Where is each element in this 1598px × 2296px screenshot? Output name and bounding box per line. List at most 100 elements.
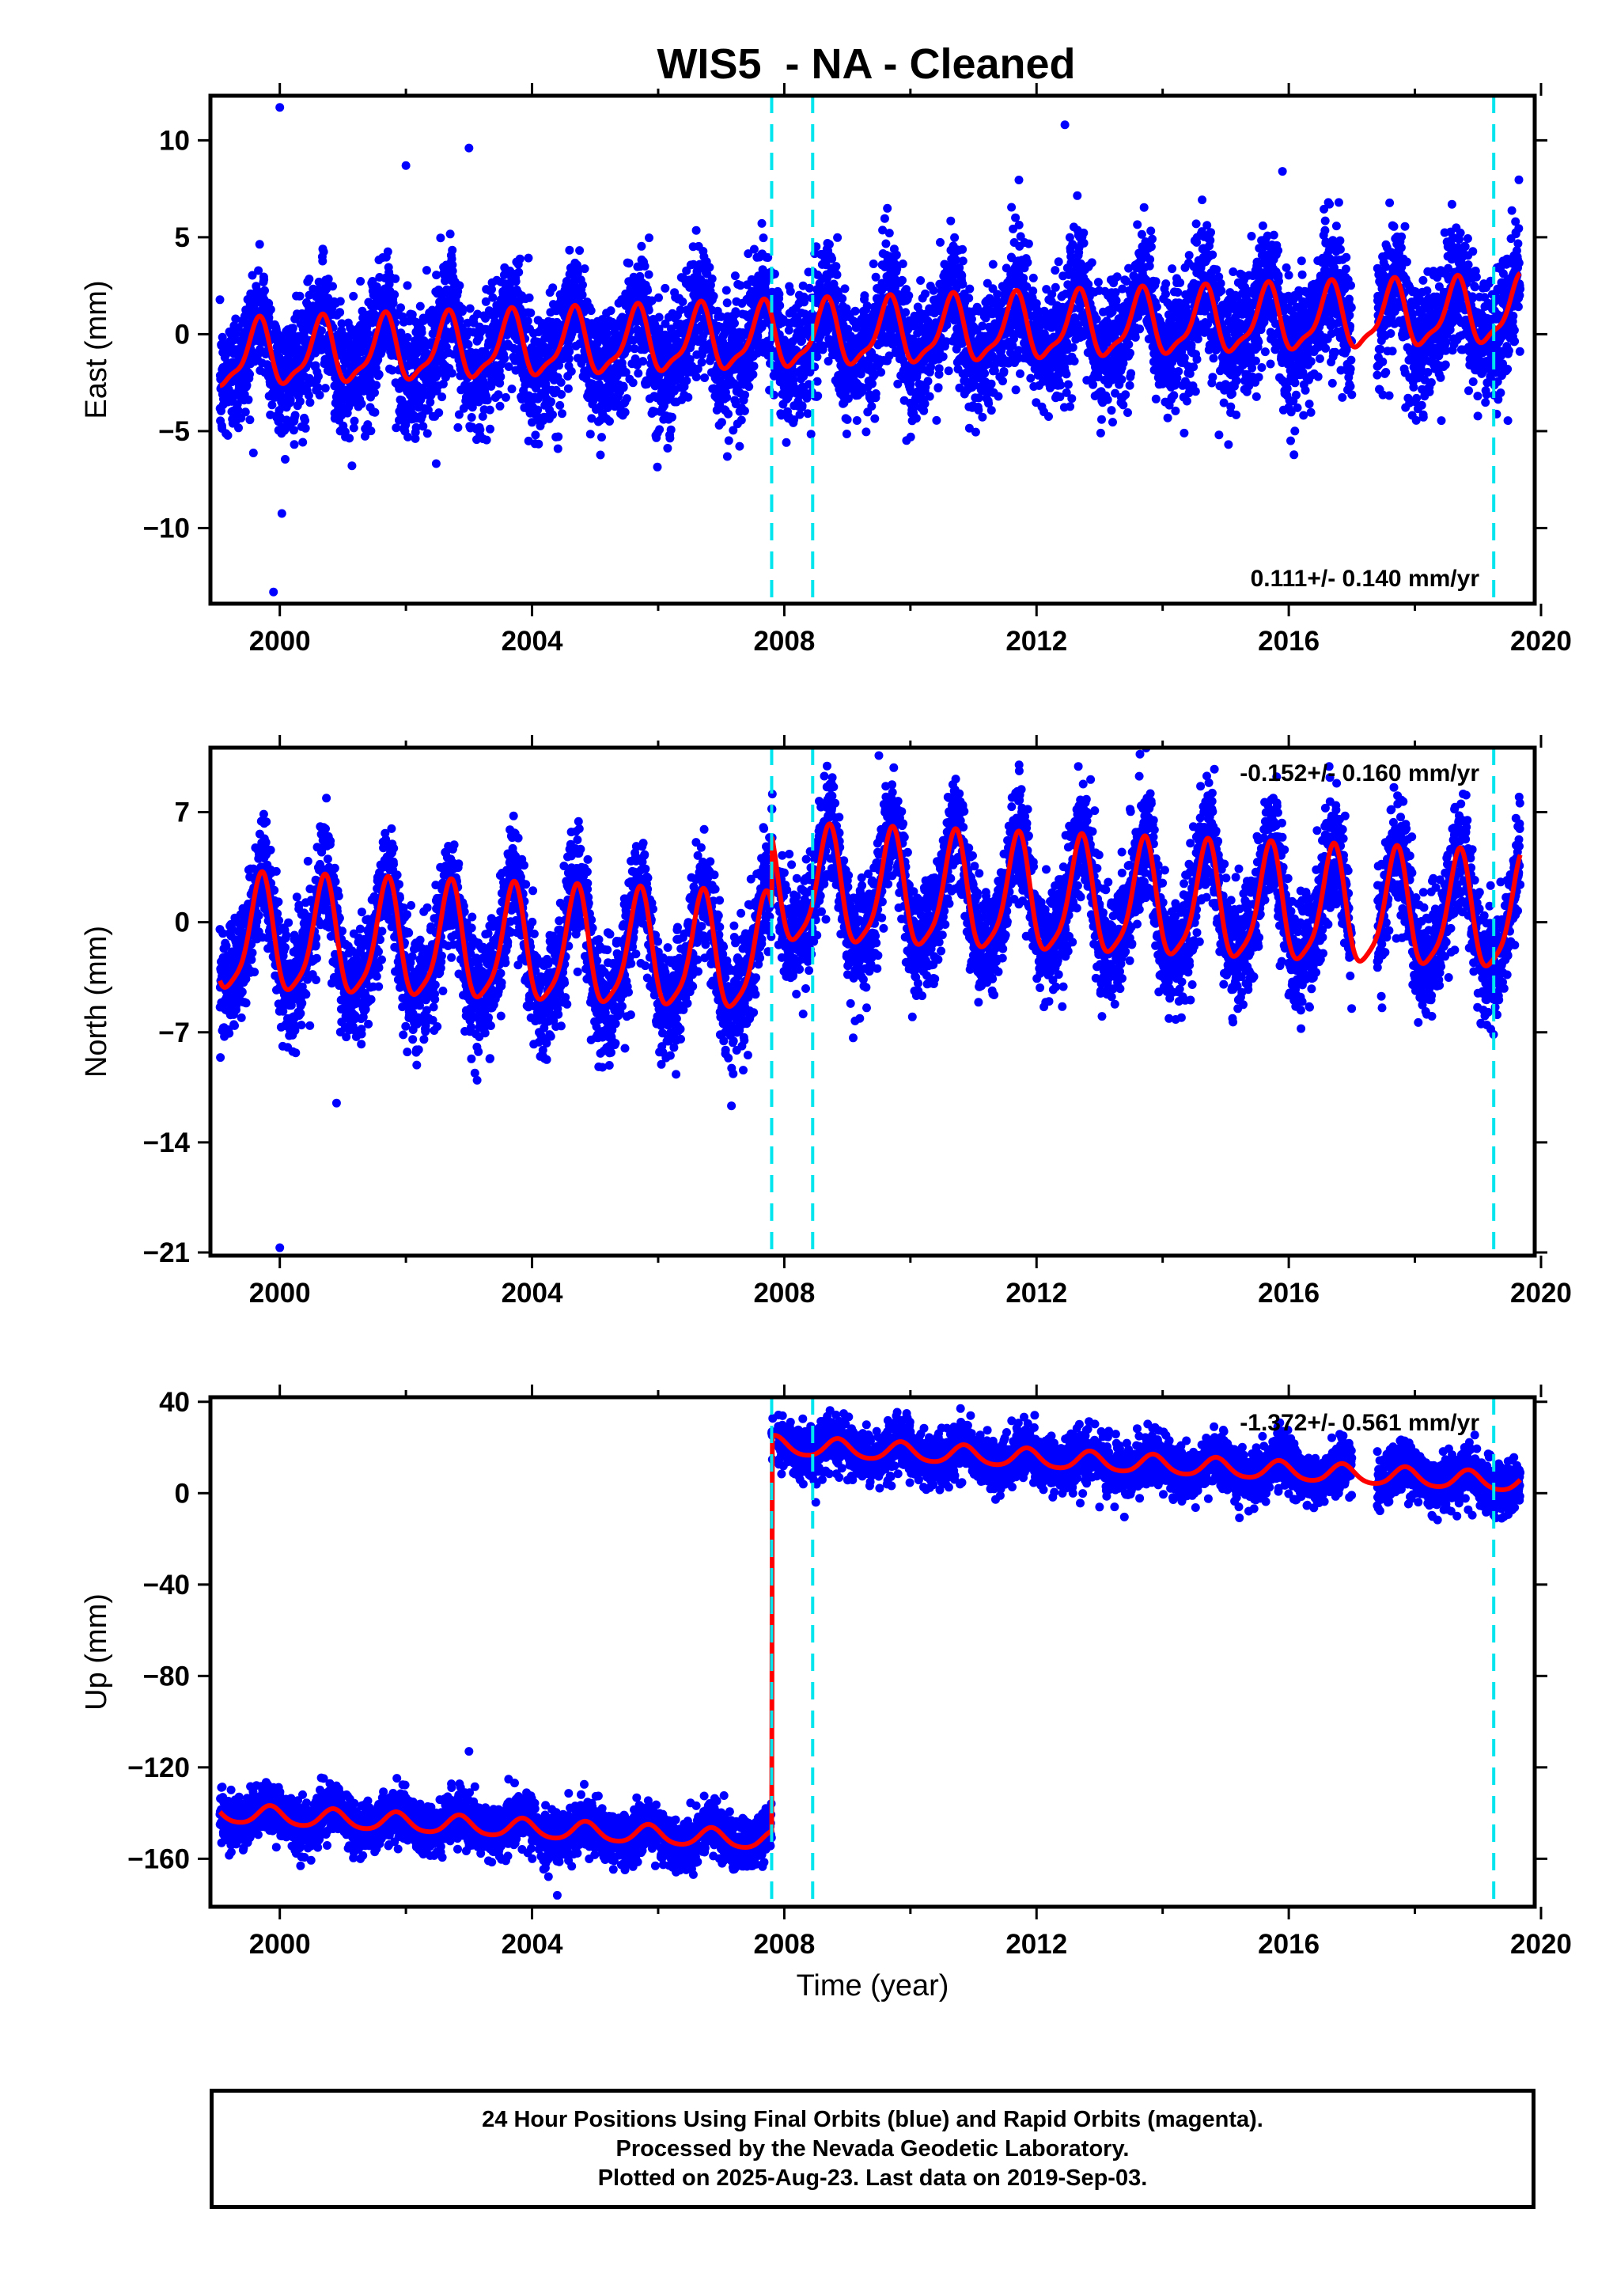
east-point: [691, 373, 701, 381]
east-point: [666, 425, 676, 434]
east-point: [548, 410, 557, 419]
east-point: [724, 436, 733, 445]
east-point: [833, 233, 843, 242]
east-point: [454, 410, 464, 419]
east-point: [721, 286, 731, 295]
east-point: [305, 290, 314, 300]
east-point: [438, 379, 448, 388]
east-point: [1026, 373, 1036, 383]
east-point: [629, 335, 638, 345]
east-point: [824, 240, 834, 249]
east-point: [805, 283, 814, 293]
east-point: [260, 286, 269, 295]
east-point: [1056, 381, 1066, 390]
east-point: [403, 281, 412, 290]
east-point: [603, 329, 612, 339]
east-point: [563, 384, 573, 393]
east-point: [735, 441, 744, 451]
east-point: [1019, 274, 1028, 282]
east-point: [504, 362, 513, 371]
east-point: [231, 314, 240, 324]
east-point: [596, 450, 605, 460]
east-point: [831, 262, 841, 271]
east-point: [523, 316, 532, 326]
east-point: [403, 333, 412, 342]
east-point: [655, 425, 665, 434]
east-point: [423, 405, 433, 415]
east-point: [1028, 286, 1038, 296]
east-point: [638, 357, 648, 366]
east-point: [730, 271, 740, 281]
east-point: [1067, 394, 1077, 404]
east-point: [487, 285, 496, 294]
east-point: [1066, 402, 1075, 411]
east-point: [248, 271, 257, 280]
east-point: [234, 423, 243, 433]
east-point: [586, 306, 596, 316]
east-point: [266, 305, 275, 314]
east-point: [880, 214, 889, 223]
east-point: [920, 399, 930, 408]
east-point: [564, 354, 574, 363]
east-point: [925, 392, 934, 401]
east-point: [422, 266, 431, 275]
east-point: [748, 369, 758, 379]
east-point: [782, 438, 791, 447]
east-point: [724, 409, 733, 419]
east-point: [335, 308, 345, 317]
east-point: [1023, 258, 1032, 267]
east-point: [436, 233, 445, 243]
east-point: [1070, 356, 1079, 366]
east-point: [486, 424, 494, 434]
east-point: [843, 415, 852, 424]
east-point: [277, 509, 286, 518]
east-point: [661, 283, 670, 293]
east-point: [404, 342, 414, 351]
east-point: [1014, 176, 1024, 184]
east-point: [407, 310, 417, 320]
east-point: [637, 241, 646, 251]
east-point: [534, 439, 543, 449]
east-point: [730, 319, 739, 328]
east-point: [916, 276, 926, 285]
east-point: [1007, 203, 1017, 212]
east-point: [852, 416, 861, 425]
east-point: [370, 388, 379, 397]
east-point: [390, 290, 400, 299]
east-point: [495, 378, 505, 388]
east-point: [827, 254, 837, 263]
east-point: [372, 381, 381, 390]
east-point: [860, 291, 869, 301]
east-point: [813, 391, 823, 400]
east-point: [565, 347, 574, 356]
east-point: [684, 392, 693, 402]
east-point: [938, 352, 948, 362]
east-point: [587, 414, 596, 423]
east-point: [434, 366, 443, 374]
east-point: [445, 229, 455, 239]
east-point: [422, 429, 432, 438]
east-point: [304, 391, 313, 400]
east-point: [431, 459, 441, 468]
east-point: [620, 407, 630, 417]
east-point: [988, 260, 998, 269]
east-point: [396, 328, 406, 338]
east-point: [468, 403, 477, 412]
east-point: [707, 274, 717, 283]
east-point: [295, 396, 305, 406]
east-point: [301, 416, 310, 425]
east-point: [267, 400, 277, 410]
east-point: [999, 366, 1009, 376]
east-point: [668, 412, 676, 422]
east-point: [317, 326, 326, 335]
east-point: [884, 229, 894, 238]
east-point: [806, 430, 816, 439]
east-point: [457, 307, 467, 316]
east-point: [290, 411, 300, 420]
east-point: [475, 425, 485, 434]
east-point: [621, 368, 630, 377]
east-point: [298, 438, 308, 447]
east-point: [580, 264, 589, 274]
